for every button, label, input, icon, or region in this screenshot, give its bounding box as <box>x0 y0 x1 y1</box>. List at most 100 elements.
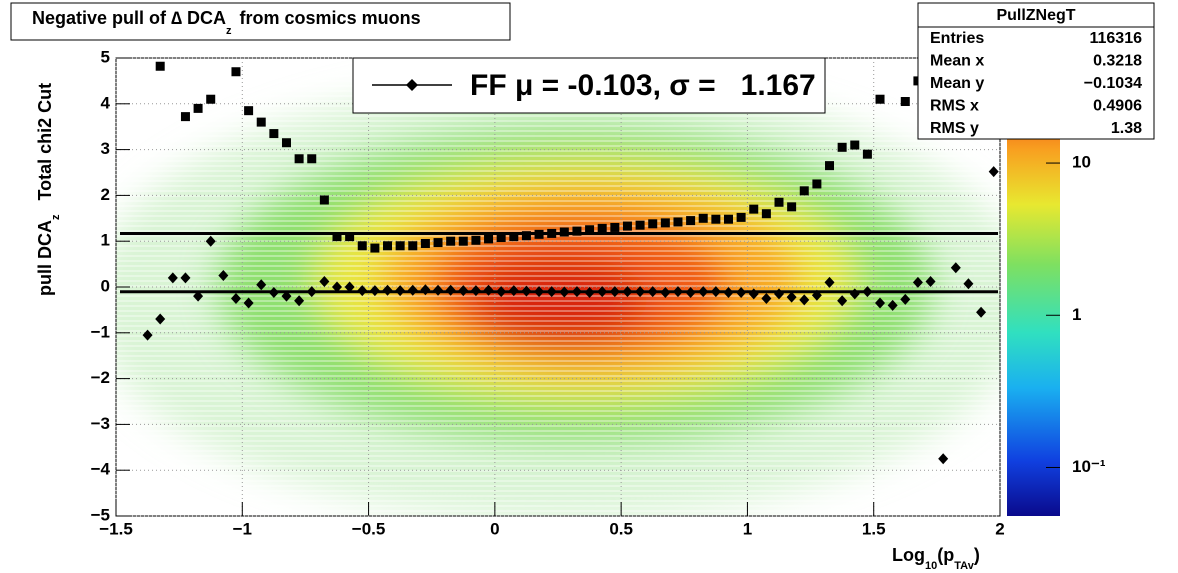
square-point <box>559 227 569 237</box>
diamond-point <box>332 281 342 293</box>
square-point <box>749 204 759 214</box>
stats-label: Mean y <box>930 75 984 92</box>
square-point <box>736 212 746 222</box>
diamond-point <box>786 291 797 303</box>
square-point <box>357 241 367 251</box>
square-point <box>484 234 494 244</box>
square-point <box>761 209 771 219</box>
diamond-point <box>900 293 911 305</box>
diamond-point <box>142 329 153 341</box>
diamond-point <box>470 285 481 297</box>
diamond-point <box>281 290 292 302</box>
square-point <box>433 238 443 248</box>
diamond-point <box>521 285 532 297</box>
square-point <box>875 94 885 104</box>
diamond-point <box>723 286 734 298</box>
square-point <box>319 195 329 205</box>
square-point <box>307 154 317 164</box>
diamond-point <box>710 286 721 298</box>
diamond-point <box>167 272 178 284</box>
diamond-point <box>622 286 633 298</box>
square-point <box>648 219 658 229</box>
x-tick-label: 0.5 <box>609 519 633 538</box>
y-tick-label: 1 <box>101 231 110 250</box>
diamond-point <box>875 297 886 309</box>
y-tick-label: −2 <box>91 368 110 387</box>
x-tick-label: −1 <box>233 519 252 538</box>
square-point <box>294 154 304 164</box>
diamond-point <box>546 286 557 298</box>
square-point <box>155 61 165 71</box>
diamond-point <box>180 272 191 284</box>
square-point <box>281 138 291 148</box>
square-point <box>622 221 632 231</box>
y-tick-label: −5 <box>91 505 110 524</box>
diamond-point <box>458 285 469 297</box>
diamond-point <box>963 278 974 290</box>
square-point <box>231 67 241 77</box>
diamond-point <box>294 295 305 307</box>
y-tick-label: 2 <box>101 185 110 204</box>
diamond-point <box>672 286 683 298</box>
diamond-point <box>382 284 393 296</box>
stats-label: Mean x <box>930 53 984 70</box>
square-point <box>408 241 418 251</box>
stats-value: 0.4906 <box>1093 98 1142 115</box>
y-tick-label: 0 <box>101 276 110 295</box>
stats-value: 1.38 <box>1111 120 1142 137</box>
square-point <box>180 112 190 122</box>
diamond-point <box>155 313 166 325</box>
x-tick-label: 1 <box>743 519 752 538</box>
square-point <box>610 222 620 232</box>
diamond-point <box>647 286 658 298</box>
diamond-point <box>193 290 204 302</box>
diamond-point <box>824 276 835 288</box>
stats-label: Entries <box>930 30 984 47</box>
diamond-point <box>395 285 406 297</box>
title-box <box>10 2 511 41</box>
diamond-point <box>988 166 999 178</box>
diamond-point <box>433 284 444 296</box>
square-point <box>509 232 519 242</box>
square-point <box>345 232 355 242</box>
y-axis-label: pull DCAzTotal chi2 Cut <box>35 83 62 296</box>
heatmap <box>116 58 1000 516</box>
x-axis-label: Log10(pTAv) <box>892 545 980 572</box>
square-point <box>458 236 468 246</box>
z-tick-label: 10⁻¹ <box>1072 457 1106 476</box>
square-point <box>673 217 683 227</box>
diamond-point <box>420 284 431 296</box>
x-tick-label: 0 <box>490 519 499 538</box>
y-tick-label: −1 <box>91 322 110 341</box>
square-point <box>383 241 393 251</box>
diamond-point <box>369 285 380 297</box>
diamond-point <box>698 286 709 298</box>
diamond-point <box>635 286 646 298</box>
square-point <box>244 106 254 116</box>
diamond-point <box>319 276 330 288</box>
diamond-point <box>912 276 923 288</box>
diamond-point <box>950 262 961 274</box>
diamond-point <box>849 288 860 300</box>
square-point <box>711 214 721 224</box>
diamond-point <box>268 286 279 298</box>
diamond-point <box>205 235 216 247</box>
square-point <box>635 220 645 230</box>
stats-label: RMS x <box>930 98 979 115</box>
square-point <box>395 241 405 251</box>
diamond-point <box>761 292 772 304</box>
chart-title: Negative pull of ∆ DCAzfrom cosmics muon… <box>32 8 421 37</box>
square-point <box>825 161 835 171</box>
diamond-point <box>938 453 949 465</box>
square-point <box>837 142 847 152</box>
y-tick-label: 4 <box>101 93 111 112</box>
diamond-point <box>230 292 241 304</box>
diamond-point <box>256 279 267 291</box>
square-point <box>420 238 430 248</box>
square-point <box>534 229 544 239</box>
diamond-point <box>243 297 254 309</box>
square-point <box>812 179 822 189</box>
stats-label: RMS y <box>930 120 979 137</box>
stats-box <box>917 2 1155 140</box>
diamond-point <box>736 286 747 298</box>
